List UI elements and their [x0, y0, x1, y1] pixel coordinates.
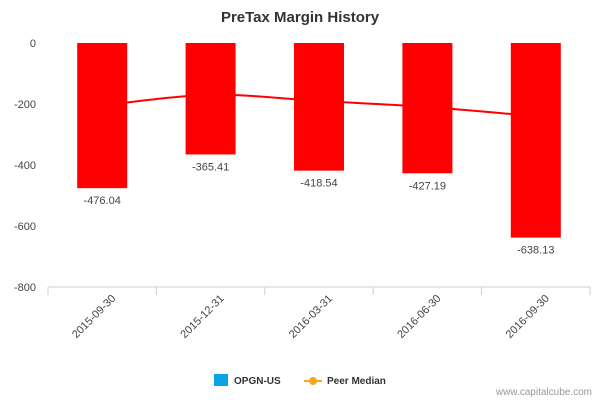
x-tick-label: 2016-03-31	[287, 293, 335, 341]
x-tick-label: 2016-06-30	[395, 293, 443, 341]
peer-median-series	[87, 93, 536, 118]
y-tick-label: -200	[14, 99, 36, 111]
data-label: -365.41	[192, 161, 229, 173]
bar-2016-09-30[interactable]	[510, 43, 561, 238]
chart-title: PreTax Margin History	[221, 9, 380, 26]
legend[interactable]: OPGN-US Peer Median	[214, 374, 386, 387]
y-tick-label: -600	[14, 221, 36, 233]
bar-2015-09-30[interactable]	[77, 43, 128, 189]
x-axis: 2015-09-30 2015-12-31 2016-03-31 2016-06-30…	[47, 286, 591, 341]
bar-2015-12-31[interactable]	[185, 43, 236, 155]
bar-2016-03-31[interactable]	[294, 43, 344, 171]
x-tick-label: 2015-09-30	[70, 293, 118, 341]
data-label: -427.19	[409, 180, 446, 192]
legend-dot-icon	[309, 377, 317, 385]
y-tick-label: 0	[30, 38, 36, 50]
watermark: www.capitalcube.com	[495, 387, 592, 398]
peer-median-line[interactable]	[87, 93, 536, 118]
x-tick-label: 2015-12-31	[178, 293, 226, 341]
x-tick-label: 2016-09-30	[504, 293, 552, 341]
legend-square-icon	[214, 374, 228, 386]
data-label: -418.54	[300, 178, 337, 190]
y-tick-label: -800	[14, 282, 36, 294]
y-axis: 0 -200 -400 -600 -800	[14, 38, 36, 294]
legend-label: OPGN-US	[234, 376, 281, 387]
data-label: -638.13	[517, 245, 554, 257]
data-labels: -476.04 -365.41 -418.54 -427.19 -638.13	[84, 161, 555, 256]
data-label: -476.04	[84, 195, 121, 207]
bar-series	[77, 43, 561, 238]
y-tick-label: -400	[14, 160, 36, 172]
legend-label: Peer Median	[327, 376, 386, 387]
